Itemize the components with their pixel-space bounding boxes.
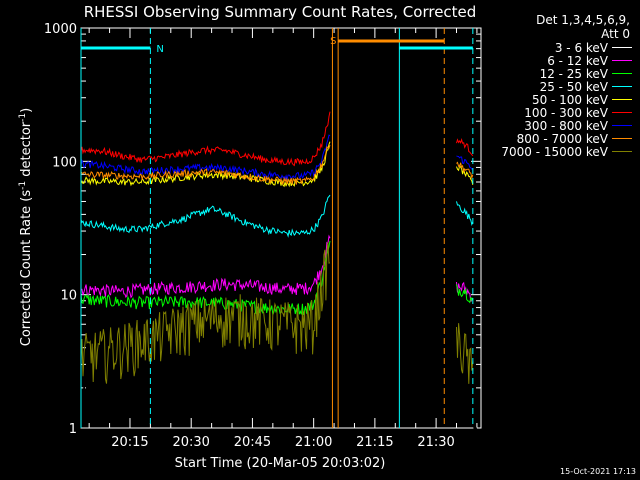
flag-label-s: S — [330, 36, 336, 47]
series-line-5 — [80, 111, 331, 167]
chart-title: RHESSI Observing Summary Count Rates, Co… — [84, 3, 477, 21]
legend-label: 25 - 50 keV — [539, 79, 608, 94]
legend-title-line-2: Att 0 — [601, 27, 630, 41]
legend-swatch — [612, 73, 632, 74]
legend-title: Det 1,3,4,5,6,9, Att 0 — [470, 13, 630, 41]
legend-entry-8: 7000 - 15000 keV — [432, 144, 632, 159]
legend-entry-0: 3 - 6 keV — [432, 40, 632, 55]
series-line-0 — [80, 220, 331, 426]
legend-entry-4: 50 - 100 keV — [432, 92, 632, 107]
legend-entry-7: 800 - 7000 keV — [432, 131, 632, 146]
legend-swatch — [612, 151, 632, 152]
y-tick-label: 1 — [69, 422, 77, 437]
legend-entry-2: 12 - 25 keV — [432, 66, 632, 81]
legend: 3 - 6 keV 6 - 12 keV 12 - 25 keV 25 - 50 ke… — [432, 40, 632, 159]
series-line-7 — [80, 144, 331, 185]
series-line-6 — [80, 134, 331, 182]
legend-swatch — [612, 125, 632, 126]
y-axis-label-mid: detector — [19, 121, 34, 181]
legend-label: 3 - 6 keV — [554, 40, 608, 55]
series-line-8 — [80, 242, 331, 384]
footer-timestamp: 15-Oct-2021 17:13 — [560, 467, 636, 476]
legend-swatch — [612, 112, 632, 113]
flag-label-n: N — [156, 44, 163, 55]
legend-swatch — [612, 47, 632, 48]
legend-swatch — [612, 138, 632, 139]
x-tick-label: 21:30 — [417, 435, 454, 450]
legend-label: 300 - 800 keV — [524, 118, 608, 133]
x-axis-label: Start Time (20-Mar-05 20:03:02) — [175, 456, 386, 471]
y-axis-label-sup2: -1 — [18, 113, 28, 122]
series-line-after-1 — [456, 281, 474, 302]
x-tick-label: 20:45 — [234, 435, 271, 450]
legend-label: 100 - 300 keV — [524, 105, 608, 120]
legend-entry-3: 25 - 50 keV — [432, 79, 632, 94]
series-line-after-7 — [456, 161, 474, 180]
y-axis-label-main: Corrected Count Rate (s — [19, 190, 34, 347]
y-axis-label-sup1: -1 — [18, 181, 28, 190]
y-axis-label: Corrected Count Rate (s-1 detector-1) — [18, 108, 34, 346]
series-line-3 — [80, 194, 331, 238]
series-line-1 — [80, 234, 331, 299]
plot-area: 1 10 100 1000 20:15 20:30 20:45 21:00 21:15 21:30… — [44, 22, 482, 450]
series-line-after-6 — [456, 155, 474, 170]
legend-title-line-1: Det 1,3,4,5,6,9, — [536, 13, 630, 27]
legend-entry-6: 300 - 800 keV — [432, 118, 632, 133]
legend-entry-1: 6 - 12 keV — [432, 53, 632, 68]
series-line-after-3 — [456, 201, 474, 227]
legend-label: 50 - 100 keV — [531, 92, 608, 107]
legend-label: 6 - 12 keV — [547, 53, 608, 68]
x-tick-label: 21:00 — [295, 435, 332, 450]
legend-swatch — [612, 60, 632, 61]
y-axis-label-end: ) — [19, 108, 34, 113]
legend-label: 800 - 7000 keV — [516, 131, 608, 146]
legend-entry-5: 100 - 300 keV — [432, 105, 632, 120]
legend-swatch — [612, 99, 632, 100]
series-line-after-2 — [456, 284, 474, 304]
series-line-after-4 — [456, 164, 474, 186]
y-tick-label: 1000 — [44, 22, 77, 37]
y-tick-label: 100 — [52, 155, 77, 170]
series-line-after-0 — [456, 355, 477, 429]
x-tick-label: 20:15 — [111, 435, 148, 450]
y-tick-label: 10 — [60, 289, 77, 304]
x-tick-label: 20:30 — [172, 435, 209, 450]
legend-label: 7000 - 15000 keV — [501, 144, 608, 159]
x-tick-label: 21:15 — [356, 435, 393, 450]
series-line-4 — [80, 141, 331, 188]
series-line-after-8 — [456, 323, 474, 384]
series-line-after-5 — [456, 138, 474, 157]
legend-label: 12 - 25 keV — [539, 66, 608, 81]
legend-swatch — [612, 86, 632, 87]
